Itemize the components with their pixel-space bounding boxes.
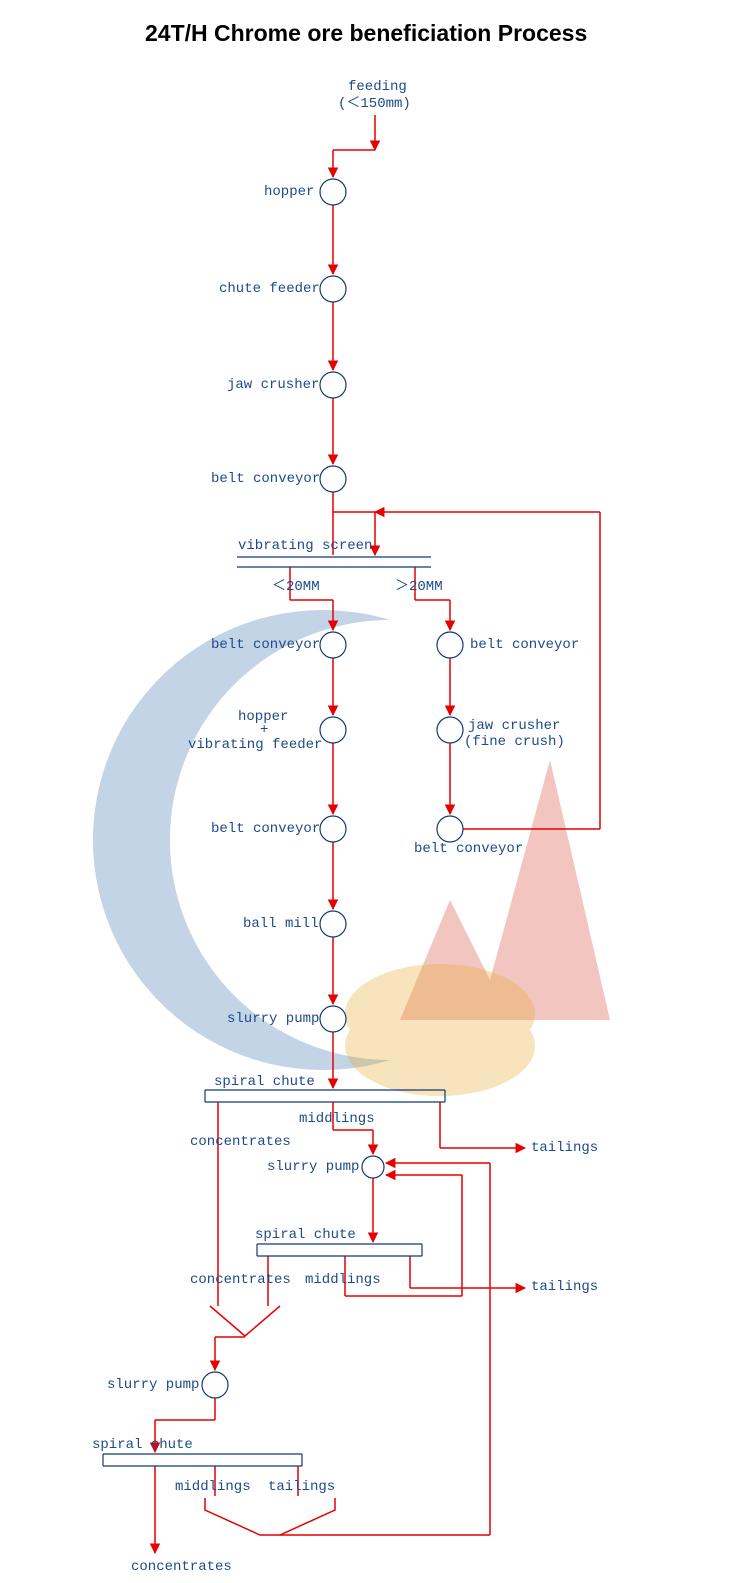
flowchart-diagram bbox=[0, 0, 756, 1583]
label-spiral-chute-2: spiral chute bbox=[255, 1228, 356, 1243]
node-hopper bbox=[320, 179, 346, 205]
node-chute-feeder bbox=[320, 276, 346, 302]
label-belt-conveyor-1: belt conveyor bbox=[211, 472, 320, 487]
label-jaw-crusher: jaw crusher bbox=[227, 378, 319, 393]
label-middlings-1: middlings bbox=[299, 1112, 375, 1127]
node-slurry-pump-1 bbox=[320, 1006, 346, 1032]
node-belt-conveyor-right bbox=[437, 632, 463, 658]
label-concentrates-3: concentrates bbox=[131, 1560, 232, 1575]
node-jaw-crusher bbox=[320, 372, 346, 398]
label-hopper-vf-2: vibrating feeder bbox=[188, 738, 322, 753]
label-belt-conveyor-3: belt conveyor bbox=[211, 822, 320, 837]
label-feeding-line2: (＜150mm) bbox=[338, 97, 411, 112]
label-jaw-crusher-fine-1: jaw crusher bbox=[468, 719, 560, 734]
node-slurry-pump-2 bbox=[362, 1156, 384, 1178]
label-vibrating-screen: vibrating screen bbox=[238, 539, 372, 554]
label-middlings-2: middlings bbox=[305, 1273, 381, 1288]
label-tailings-2: tailings bbox=[531, 1280, 598, 1295]
label-spiral-chute-3: spiral chute bbox=[92, 1438, 193, 1453]
label-belt-conveyor-right-2: belt conveyor bbox=[414, 842, 523, 857]
node-belt-conveyor-right-2 bbox=[437, 816, 463, 842]
label-spiral-chute-1: spiral chute bbox=[214, 1075, 315, 1090]
node-belt-conveyor-1 bbox=[320, 466, 346, 492]
label-concentrates-1: concentrates bbox=[190, 1135, 291, 1150]
node-belt-conveyor-left bbox=[320, 632, 346, 658]
node-ball-mill bbox=[320, 911, 346, 937]
node-hopper-vibrating-feeder bbox=[320, 717, 346, 743]
node-slurry-pump-3 bbox=[202, 1372, 228, 1398]
label-belt-conveyor-left: belt conveyor bbox=[211, 638, 320, 653]
label-hopper: hopper bbox=[264, 185, 314, 200]
label-feeding-line1: feeding bbox=[348, 80, 407, 95]
label-concentrates-2: concentrates bbox=[190, 1273, 291, 1288]
label-chute-feeder: chute feeder bbox=[219, 282, 320, 297]
label-tailings-3: tailings bbox=[268, 1480, 335, 1495]
label-slurry-pump-1: slurry pump bbox=[227, 1012, 319, 1027]
label-tailings-1: tailings bbox=[531, 1141, 598, 1156]
node-belt-conveyor-3 bbox=[320, 816, 346, 842]
label-middlings-3: middlings bbox=[175, 1480, 251, 1495]
label-slurry-pump-3: slurry pump bbox=[107, 1378, 199, 1393]
node-jaw-crusher-fine bbox=[437, 717, 463, 743]
label-belt-conveyor-right: belt conveyor bbox=[470, 638, 579, 653]
label-slurry-pump-2: slurry pump bbox=[267, 1160, 359, 1175]
label-lt-20mm: ＜20MM bbox=[272, 580, 320, 595]
label-jaw-crusher-fine-2: (fine crush) bbox=[464, 735, 565, 750]
label-ball-mill: ball mill bbox=[243, 917, 319, 932]
label-gt-20mm: ＞20MM bbox=[395, 580, 443, 595]
